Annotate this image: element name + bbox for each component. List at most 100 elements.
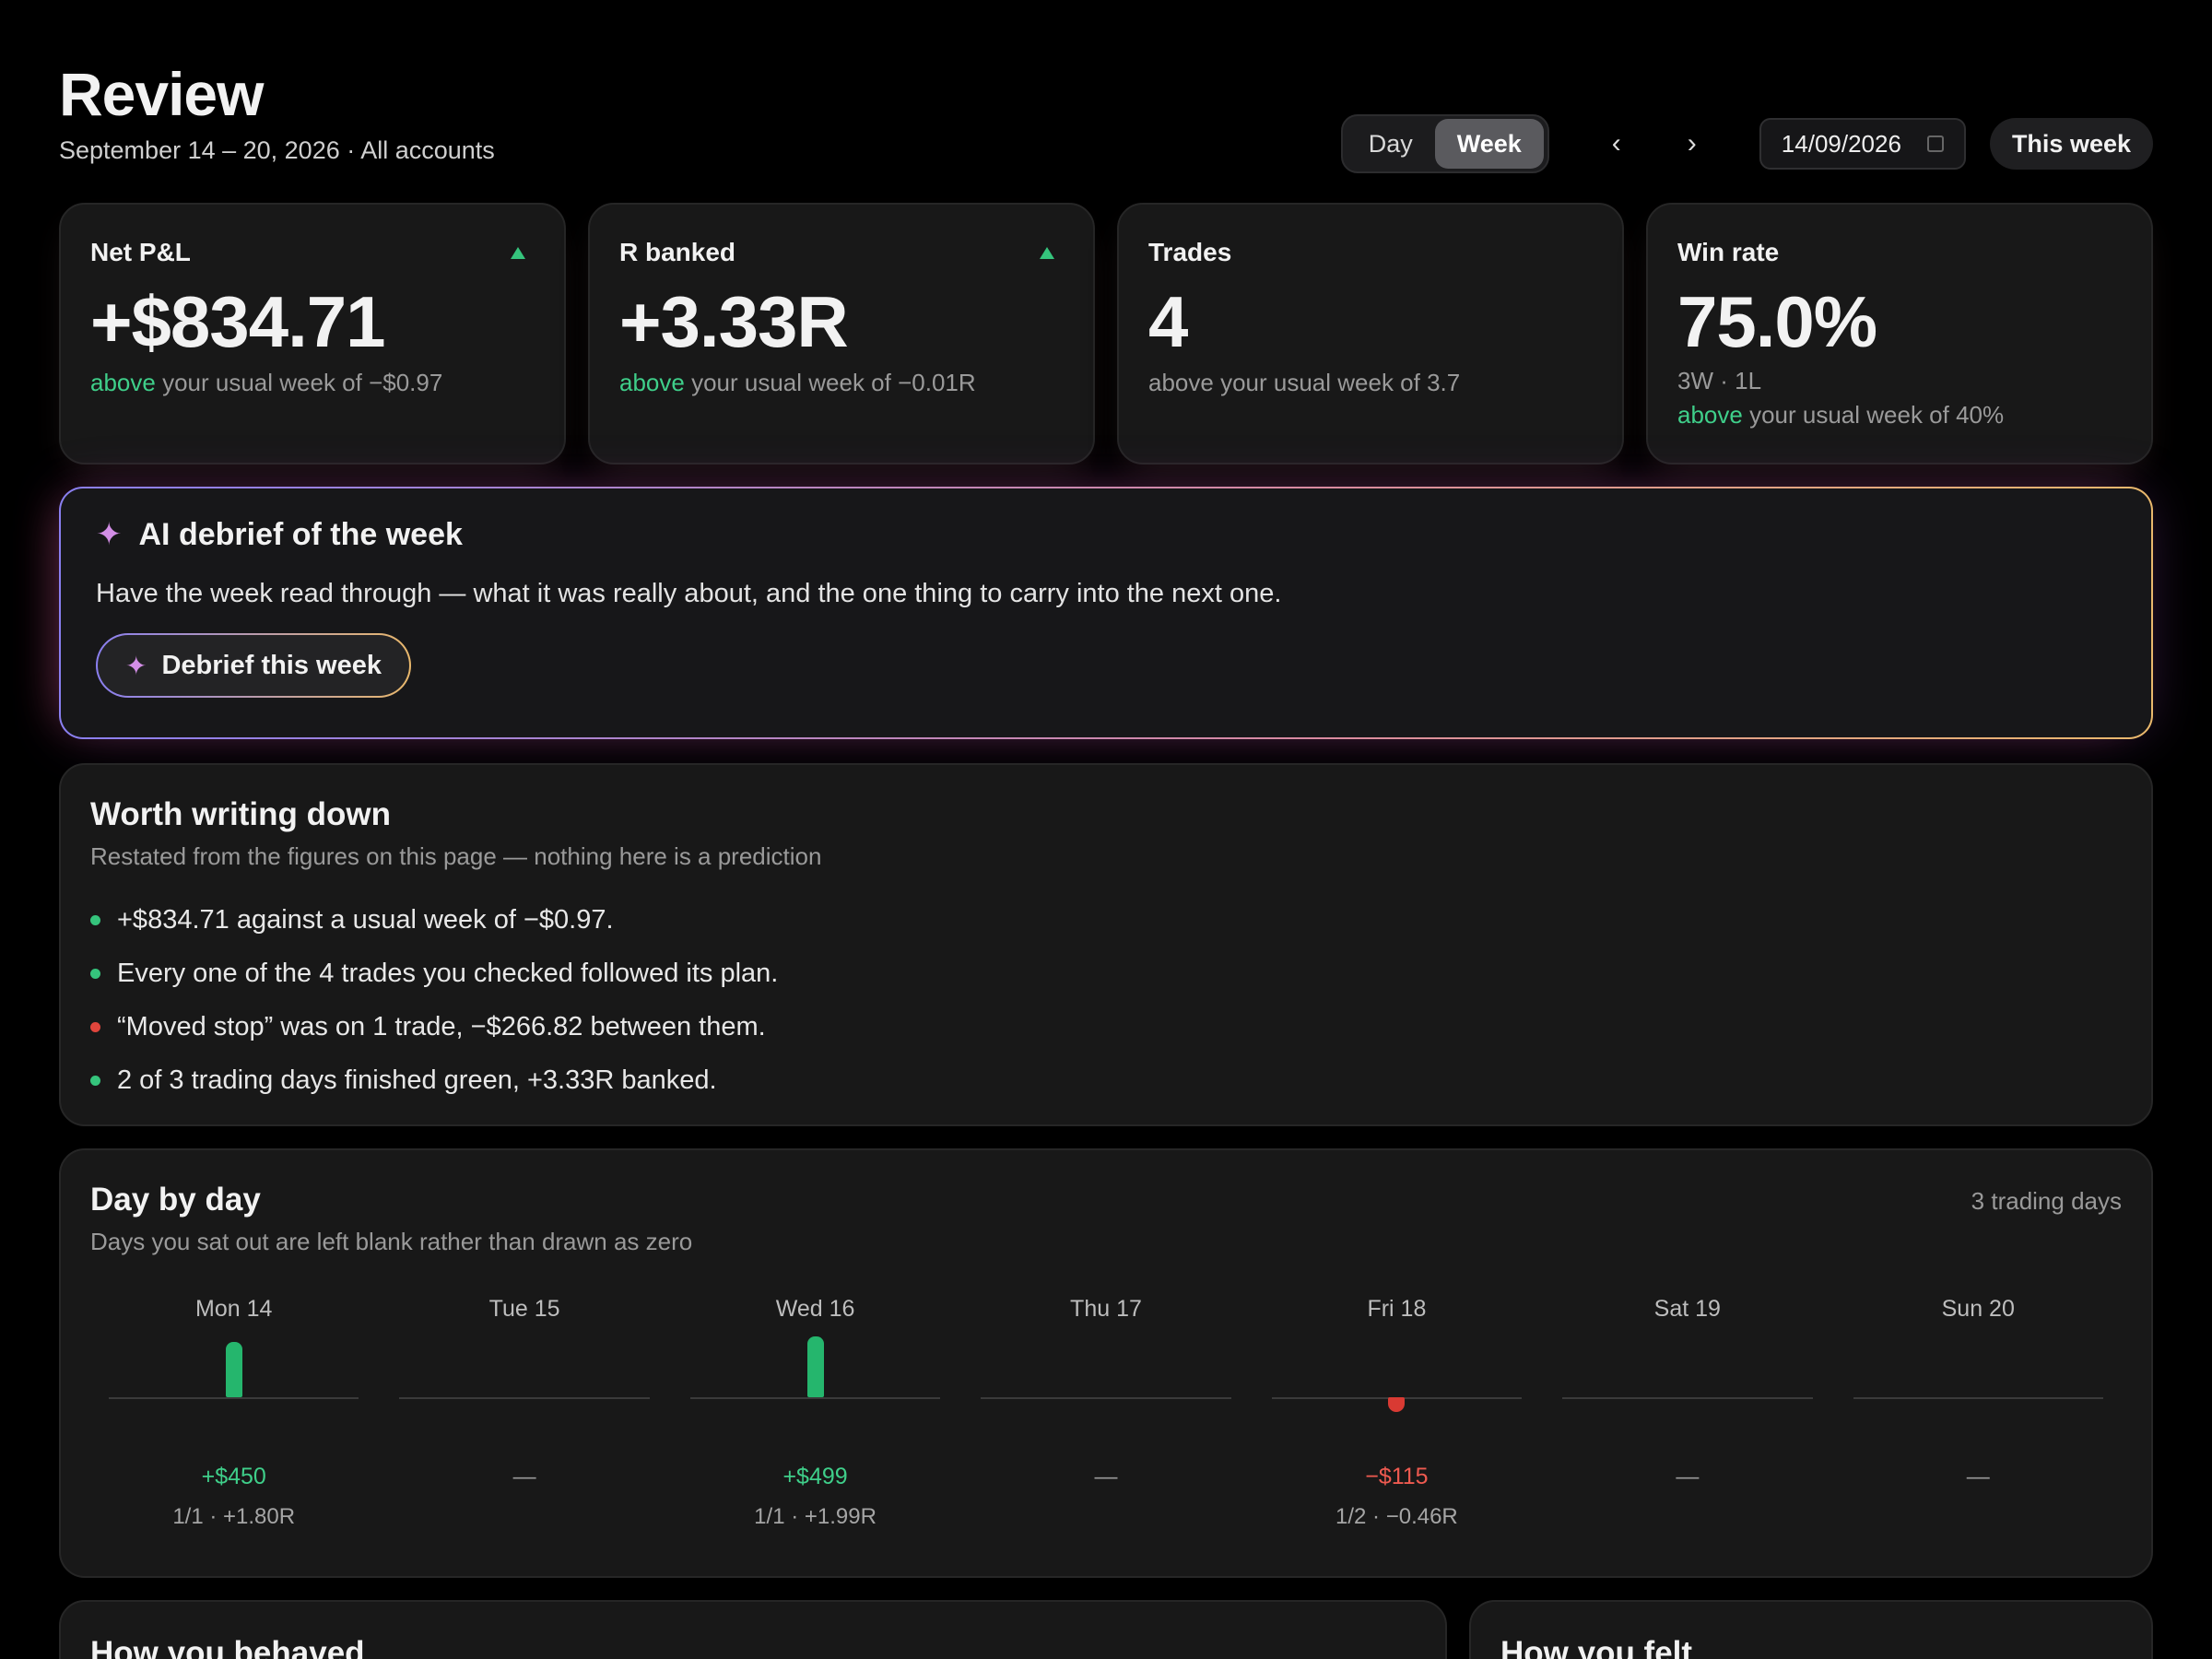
debrief-button-label: Debrief this week — [161, 650, 382, 680]
day-column[interactable]: Sat 19 — — [1562, 1296, 1813, 1554]
day-label: Thu 17 — [1070, 1296, 1142, 1322]
trend-up-icon — [511, 246, 525, 259]
worth-writing-down-card: Worth writing down Restated from the fig… — [59, 763, 2153, 1126]
comparison-text: your usual week of −$0.97 — [155, 369, 443, 396]
day-baseline — [1562, 1397, 1813, 1399]
kpi-label: Trades — [1148, 238, 1232, 266]
section-title: How you behaved — [90, 1635, 365, 1659]
day-baseline — [1853, 1397, 2103, 1399]
comparison-text: your usual week of 40% — [1742, 401, 2005, 429]
day-pnl-bar — [1388, 1397, 1406, 1412]
list-item: “Moved stop” was on 1 trade, −$266.82 be… — [90, 1000, 2122, 1053]
how-you-behaved-card: How you behaved — [59, 1600, 1447, 1659]
page-title: Review — [59, 60, 264, 128]
trend-up-icon — [1040, 246, 1054, 259]
day-columns: Mon 14 +$450 1/1 · +1.80R Tue 15 — Wed 16 +$49… — [109, 1296, 2103, 1554]
day-column[interactable]: Wed 16 +$499 1/1 · +1.99R — [689, 1296, 941, 1554]
day-column[interactable]: Thu 17 — — [981, 1296, 1231, 1554]
kpi-label: Net P&L — [90, 238, 191, 266]
day-label: Wed 16 — [775, 1296, 855, 1322]
page-subtitle: September 14 – 20, 2026 · All accounts — [59, 136, 495, 164]
this-week-button[interactable]: This week — [1989, 118, 2153, 170]
kpi-value: 75.0% — [1677, 281, 1877, 362]
how-you-felt-card: How you felt — [1469, 1600, 2153, 1659]
day-pnl: — — [1966, 1464, 1990, 1489]
date-value: 14/09/2026 — [1781, 129, 1901, 158]
kpi-card-r-banked: R banked +3.33R above your usual week of… — [588, 203, 1095, 465]
positive-dot-icon — [90, 968, 100, 979]
day-detail: 1/1 · +1.80R — [172, 1504, 296, 1529]
kpi-comparison: above your usual week of −0.01R — [619, 369, 1064, 397]
day-pnl: +$450 — [201, 1464, 266, 1489]
section-subtitle: Restated from the figures on this page —… — [90, 842, 822, 870]
ai-debrief-description: Have the week read through — what it was… — [96, 579, 1282, 608]
calendar-icon[interactable] — [1926, 135, 1944, 152]
day-by-day-card: Day by day Days you sat out are left bla… — [59, 1148, 2153, 1578]
comparison-text: your usual week of −0.01R — [684, 369, 976, 396]
insight-text: “Moved stop” was on 1 trade, −$266.82 be… — [117, 1011, 766, 1041]
section-subtitle: Days you sat out are left blank rather t… — [90, 1228, 693, 1255]
day-baseline — [109, 1397, 359, 1399]
trading-days-count: 3 trading days — [1971, 1187, 2122, 1215]
win-loss-count: 3W · 1L — [1677, 367, 1762, 394]
kpi-comparison: above your usual week of −$0.97 — [90, 369, 535, 397]
day-pnl: — — [512, 1464, 536, 1489]
day-label: Mon 14 — [195, 1296, 273, 1322]
positive-dot-icon — [90, 914, 100, 925]
period-toggle: Day Week — [1340, 114, 1549, 173]
previous-week-button[interactable]: ‹ — [1594, 121, 1640, 167]
day-label: Tue 15 — [488, 1296, 560, 1322]
comparison-direction: above — [1677, 401, 1743, 429]
day-column[interactable]: Sun 20 — — [1853, 1296, 2103, 1554]
date-picker-input[interactable]: 14/09/2026 — [1759, 118, 1966, 170]
positive-dot-icon — [90, 1075, 100, 1086]
comparison-direction: above — [619, 369, 685, 396]
list-item: Every one of the 4 trades you checked fo… — [90, 947, 2122, 1000]
insight-list: +$834.71 against a usual week of −$0.97.… — [90, 893, 2122, 1107]
section-title: How you felt — [1500, 1635, 1693, 1659]
chevron-right-icon: › — [1687, 128, 1697, 159]
list-item: +$834.71 against a usual week of −$0.97. — [90, 893, 2122, 947]
list-item: 2 of 3 trading days finished green, +3.3… — [90, 1053, 2122, 1107]
comparison-direction: above — [90, 369, 156, 396]
ai-debrief-title: AI debrief of the week — [138, 516, 463, 552]
negative-dot-icon — [90, 1021, 100, 1032]
insight-text: Every one of the 4 trades you checked fo… — [117, 958, 779, 988]
day-pnl-bar — [225, 1342, 242, 1397]
sparkle-icon: ✦ — [96, 517, 123, 552]
day-pnl: — — [1676, 1464, 1700, 1489]
next-week-button[interactable]: › — [1669, 121, 1715, 167]
day-pnl: — — [1094, 1464, 1118, 1489]
kpi-card-win-rate: Win rate 75.0% 3W · 1L above your usual … — [1646, 203, 2153, 465]
page-header: Review September 14 – 20, 2026 · All acc… — [59, 57, 495, 165]
day-label: Fri 18 — [1367, 1296, 1427, 1322]
day-baseline — [399, 1397, 650, 1399]
day-pnl: −$115 — [1365, 1464, 1429, 1489]
kpi-value: +$834.71 — [90, 281, 386, 362]
day-baseline — [689, 1397, 941, 1399]
kpi-label: R banked — [619, 238, 736, 266]
day-detail: 1/2 · −0.46R — [1335, 1504, 1458, 1529]
review-controls: Day Week ‹ › 14/09/2026 This week — [1340, 114, 2153, 173]
day-detail: 1/1 · +1.99R — [754, 1504, 877, 1529]
day-toggle-button[interactable]: Day — [1368, 130, 1413, 158]
kpi-value: +3.33R — [619, 281, 849, 362]
kpi-comparison: above your usual week of 3.7 — [1148, 369, 1461, 396]
debrief-this-week-button[interactable]: ✦ Debrief this week — [96, 633, 411, 698]
kpi-card-trades: Trades 4 above your usual week of 3.7 — [1117, 203, 1624, 465]
day-label: Sun 20 — [1941, 1296, 2015, 1322]
day-pnl-bar — [806, 1336, 824, 1397]
kpi-comparison: above your usual week of 40% — [1677, 401, 2122, 429]
section-title: Day by day — [90, 1182, 261, 1218]
day-pnl: +$499 — [782, 1464, 848, 1489]
day-column[interactable]: Fri 18 −$115 1/2 · −0.46R — [1271, 1296, 1523, 1554]
insight-text: 2 of 3 trading days finished green, +3.3… — [117, 1065, 717, 1095]
week-toggle-button[interactable]: Week — [1434, 119, 1544, 169]
day-column[interactable]: Tue 15 — — [399, 1296, 650, 1554]
day-label: Sat 19 — [1653, 1296, 1721, 1322]
kpi-value: 4 — [1148, 281, 1188, 362]
day-column[interactable]: Mon 14 +$450 1/1 · +1.80R — [109, 1296, 359, 1554]
chevron-left-icon: ‹ — [1611, 128, 1621, 159]
kpi-card-net-pnl: Net P&L +$834.71 above your usual week o… — [59, 203, 566, 465]
ai-debrief-card: ✦ AI debrief of the week Have the week r… — [59, 487, 2153, 739]
